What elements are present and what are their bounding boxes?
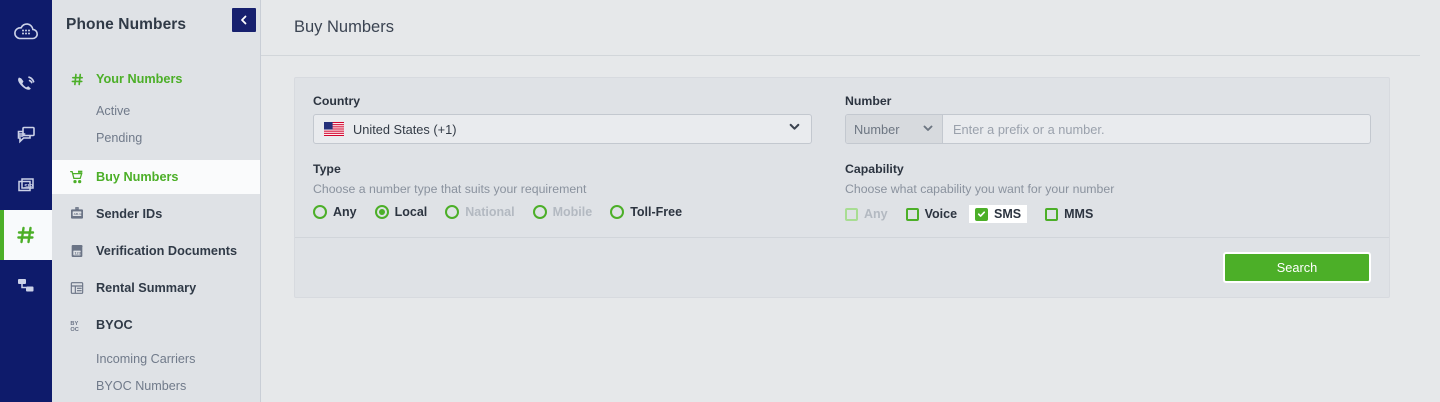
search-form: Country — [295, 78, 1389, 237]
capability-option-mms[interactable]: MMS — [1045, 207, 1093, 221]
sidebar-item-label: BYOC Numbers — [96, 378, 187, 393]
sidebar-item-label: Active — [96, 103, 131, 118]
radio-icon — [313, 205, 327, 219]
country-value: United States (+1) — [353, 121, 457, 137]
byoc-icon: BY OC — [68, 317, 86, 334]
chevron-down-icon — [922, 122, 934, 137]
capability-checkbox-group: Any Voice SMS — [845, 205, 1371, 223]
checkbox-icon — [845, 207, 858, 221]
svg-text:BY: BY — [70, 320, 78, 326]
shopping-cart-icon — [68, 169, 86, 185]
document-123-icon: 123 — [68, 243, 86, 259]
table-list-icon — [68, 280, 86, 296]
sidebar-item-rental-summary[interactable]: Rental Summary — [52, 271, 260, 305]
sidebar-item-label: Rental Summary — [96, 281, 197, 295]
number-field-group: Number — [845, 114, 1371, 144]
sidebar: Phone Numbers Your Numbers Active — [52, 0, 261, 402]
number-type-select[interactable]: Number — [846, 115, 943, 143]
form-column-right: Number Number Capab — [842, 94, 1371, 223]
sidebar-item-verification-documents[interactable]: 123 Verification Documents — [52, 234, 260, 268]
page-title: Buy Numbers — [294, 18, 394, 36]
card-footer: Search — [295, 237, 1389, 297]
sidebar-collapse-button[interactable] — [232, 8, 256, 32]
hash-icon — [68, 72, 86, 87]
sidebar-nav: Your Numbers Active Pending Buy — [52, 50, 260, 399]
type-option-national: National — [445, 205, 515, 219]
capability-label: Capability — [845, 162, 904, 176]
messaging-icon[interactable] — [0, 110, 52, 160]
svg-text:123: 123 — [74, 250, 81, 255]
type-option-label: Toll-Free — [630, 205, 683, 219]
number-label: Number — [845, 94, 892, 108]
sidebar-item-label: Pending — [96, 130, 143, 145]
capability-option-label: Voice — [924, 207, 958, 221]
sidebar-item-byoc-numbers[interactable]: BYOC Numbers — [52, 372, 260, 399]
type-option-label: National — [465, 205, 515, 219]
svg-text:SIP: SIP — [24, 184, 33, 190]
form-column-left: Country — [313, 94, 842, 223]
checkbox-icon — [905, 207, 919, 221]
type-label: Type — [313, 162, 341, 176]
number-type-value: Number — [854, 121, 900, 137]
type-option-label: Local — [394, 205, 428, 219]
capability-option-label: Any — [864, 207, 888, 221]
type-radio-group: Any Local National Mobile — [313, 205, 812, 219]
sidebar-item-label: Incoming Carriers — [96, 351, 196, 366]
type-option-toll-free[interactable]: Toll-Free — [610, 205, 682, 219]
sidebar-item-byoc[interactable]: BY OC BYOC — [52, 308, 260, 342]
country-label: Country — [313, 94, 361, 108]
sidebar-item-label: Your Numbers — [96, 72, 183, 86]
sidebar-item-label: Verification Documents — [96, 244, 238, 258]
radio-icon — [532, 205, 547, 219]
type-option-label: Any — [333, 205, 357, 219]
capability-option-sms[interactable]: SMS — [969, 205, 1028, 223]
sidebar-item-buy-numbers[interactable]: Buy Numbers — [52, 160, 260, 194]
sidebar-header: Phone Numbers — [52, 0, 260, 50]
buy-numbers-search-card: Country — [294, 77, 1390, 298]
sidebar-item-sender-ids[interactable]: AB-12 Sender IDs — [52, 197, 260, 231]
type-option-any[interactable]: Any — [313, 205, 357, 219]
type-option-label: Mobile — [552, 205, 593, 219]
chevron-left-icon — [241, 15, 247, 25]
sidebar-item-your-numbers[interactable]: Your Numbers — [52, 64, 260, 94]
voice-calls-icon[interactable] — [0, 60, 52, 110]
radio-icon — [445, 205, 460, 219]
icon-rail: SIP — [0, 0, 52, 402]
sidebar-title: Phone Numbers — [66, 16, 187, 33]
svg-text:AB-12: AB-12 — [74, 212, 83, 216]
capability-option-label: MMS — [1064, 207, 1094, 221]
type-option-mobile: Mobile — [532, 205, 593, 219]
sidebar-item-active[interactable]: Active — [52, 97, 260, 124]
type-option-local[interactable]: Local — [374, 205, 428, 219]
country-select[interactable]: United States (+1) — [313, 114, 812, 144]
sidebar-item-pending[interactable]: Pending — [52, 124, 260, 151]
capability-option-voice[interactable]: Voice — [905, 207, 958, 221]
content-area: Buy Numbers Country — [261, 0, 1440, 402]
sip-trunking-icon[interactable]: SIP — [0, 160, 52, 210]
capability-hint: Choose what capability you want for your… — [845, 182, 1115, 196]
page-header: Buy Numbers — [261, 0, 1420, 56]
capability-option-label: SMS — [994, 207, 1022, 221]
radio-icon — [610, 205, 625, 219]
phone-numbers-icon[interactable] — [0, 210, 52, 260]
us-flag-icon — [324, 122, 344, 136]
id-badge-icon: AB-12 — [68, 206, 86, 222]
number-search-input[interactable] — [943, 115, 1370, 143]
type-hint: Choose a number type that suits your req… — [313, 182, 587, 196]
sidebar-item-incoming-carriers[interactable]: Incoming Carriers — [52, 345, 260, 372]
sidebar-item-label: BYOC — [96, 318, 133, 332]
sidebar-item-label: Sender IDs — [96, 207, 163, 221]
checkbox-icon — [1045, 207, 1059, 221]
search-button[interactable]: Search — [1223, 252, 1371, 283]
radio-icon — [374, 205, 389, 219]
cloud-logo-icon[interactable] — [0, 4, 52, 60]
svg-text:OC: OC — [70, 327, 78, 333]
flows-icon[interactable] — [0, 260, 52, 310]
sidebar-item-label: Buy Numbers — [96, 170, 179, 184]
capability-option-any: Any — [845, 207, 888, 221]
chevron-down-icon — [788, 120, 801, 138]
checkbox-checked-icon — [975, 207, 989, 221]
